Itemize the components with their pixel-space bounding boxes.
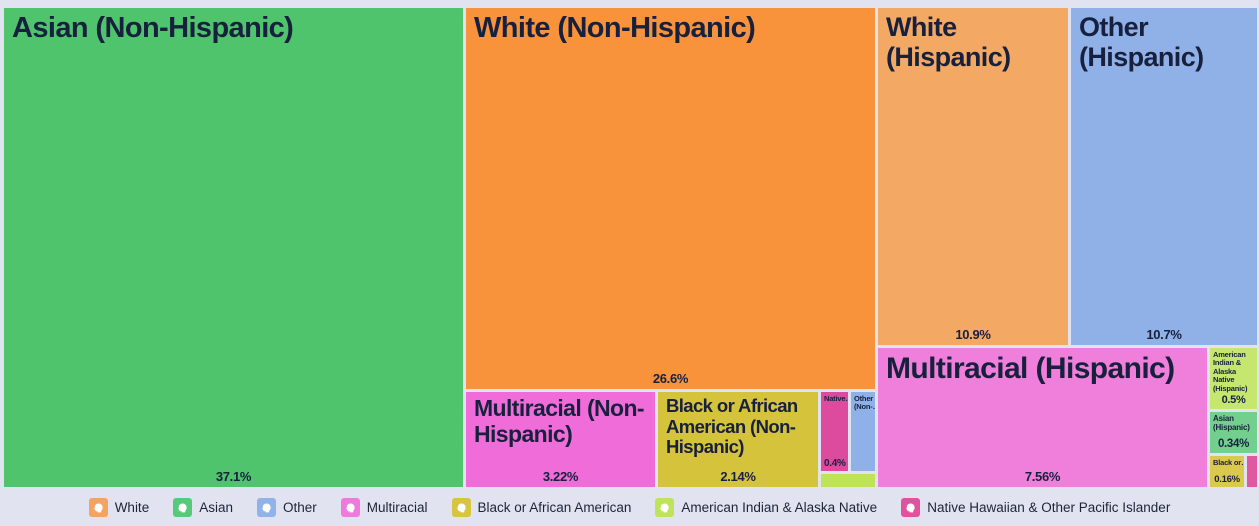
legend-label: Native Hawaiian & Other Pacific Islander (927, 499, 1171, 515)
legend-item-asian[interactable]: Asian (173, 497, 233, 517)
tile-asian-hispanic[interactable]: Asian (Hispanic) 0.34% (1210, 412, 1257, 453)
person-icon (340, 497, 360, 517)
tile-label: White (Hispanic) (886, 12, 1011, 73)
legend-item-native-hawaiian[interactable]: Native Hawaiian & Other Pacific Islander (901, 497, 1171, 517)
tile-value: 0.5% (1221, 394, 1246, 406)
legend-label: Multiracial (366, 499, 428, 515)
tile-white-non-hispanic[interactable]: White (Non-Hispanic) 26.6% (466, 8, 875, 389)
tile-label: Asian (Hispanic) (1213, 414, 1250, 432)
legend-label: Black or African American (477, 499, 632, 515)
legend-item-white[interactable]: White (88, 497, 150, 517)
tile-label: Black or African American (Non-Hispanic) (666, 395, 798, 458)
legend-item-american-indian[interactable]: American Indian & Alaska Native (655, 497, 878, 517)
tile-label: Other (Non-… (854, 394, 875, 412)
tile-other-hispanic[interactable]: Other (Hispanic) 10.7% (1071, 8, 1257, 345)
tile-label: Other (Hispanic) (1079, 12, 1204, 73)
tile-value: 0.4% (824, 458, 846, 469)
legend-label: White (114, 499, 150, 515)
tile-value: 2.14% (720, 469, 756, 484)
tile-value: 3.22% (542, 469, 579, 484)
tile-value: 10.7% (1146, 327, 1182, 342)
tile-multiracial-hispanic[interactable]: Multiracial (Hispanic) 7.56% (878, 348, 1207, 487)
legend-label: American Indian & Alaska Native (681, 499, 878, 515)
person-icon (256, 497, 276, 517)
tile-label: Black or… (1213, 458, 1244, 467)
tile-asian-non-hispanic[interactable]: Asian (Non-Hispanic) 37.1% (4, 8, 463, 487)
legend-item-black[interactable]: Black or African American (451, 497, 632, 517)
tile-label: Native… (824, 394, 848, 403)
person-icon (901, 497, 921, 517)
tile-label: Asian (Non-Hispanic) (12, 12, 294, 44)
tile-label: Multiracial (Hispanic) (886, 352, 1175, 385)
person-icon (88, 497, 108, 517)
legend-label: Asian (199, 499, 233, 515)
tile-label: American Indian & Alaska Native (Hispani… (1213, 350, 1248, 393)
person-icon (451, 497, 471, 517)
legend: White Asian Other Multiracial Black or A… (0, 491, 1259, 523)
tile-label: White (Non-Hispanic) (474, 12, 756, 44)
tile-multiracial-non-hispanic[interactable]: Multiracial (Non-Hispanic) 3.22% (466, 392, 655, 487)
tile-american-indian-non-hispanic[interactable] (821, 474, 875, 487)
tile-other-non-hispanic[interactable]: Other (Non-… (851, 392, 875, 471)
legend-item-other[interactable]: Other (256, 497, 317, 517)
tile-value: 10.9% (955, 327, 991, 342)
tile-label: Multiracial (Non-Hispanic) (474, 395, 645, 447)
legend-item-multiracial[interactable]: Multiracial (340, 497, 428, 517)
tile-value: 37.1% (215, 469, 252, 484)
tile-black-hispanic[interactable]: Black or… 0.16% (1210, 456, 1244, 487)
tile-value: 0.34% (1217, 438, 1250, 450)
tile-native-hawaiian-hispanic[interactable] (1247, 456, 1257, 487)
tile-american-indian-hispanic[interactable]: American Indian & Alaska Native (Hispani… (1210, 348, 1257, 409)
tile-native-hawaiian-non-hispanic[interactable]: Native… 0.4% (821, 392, 848, 471)
legend-label: Other (282, 499, 317, 515)
tile-value: 0.16% (1214, 474, 1240, 485)
person-icon (173, 497, 193, 517)
person-icon (655, 497, 675, 517)
tile-black-non-hispanic[interactable]: Black or African American (Non-Hispanic)… (658, 392, 818, 487)
tile-value: 7.56% (1024, 469, 1061, 484)
tile-white-hispanic[interactable]: White (Hispanic) 10.9% (878, 8, 1068, 345)
tile-value: 26.6% (652, 371, 689, 386)
